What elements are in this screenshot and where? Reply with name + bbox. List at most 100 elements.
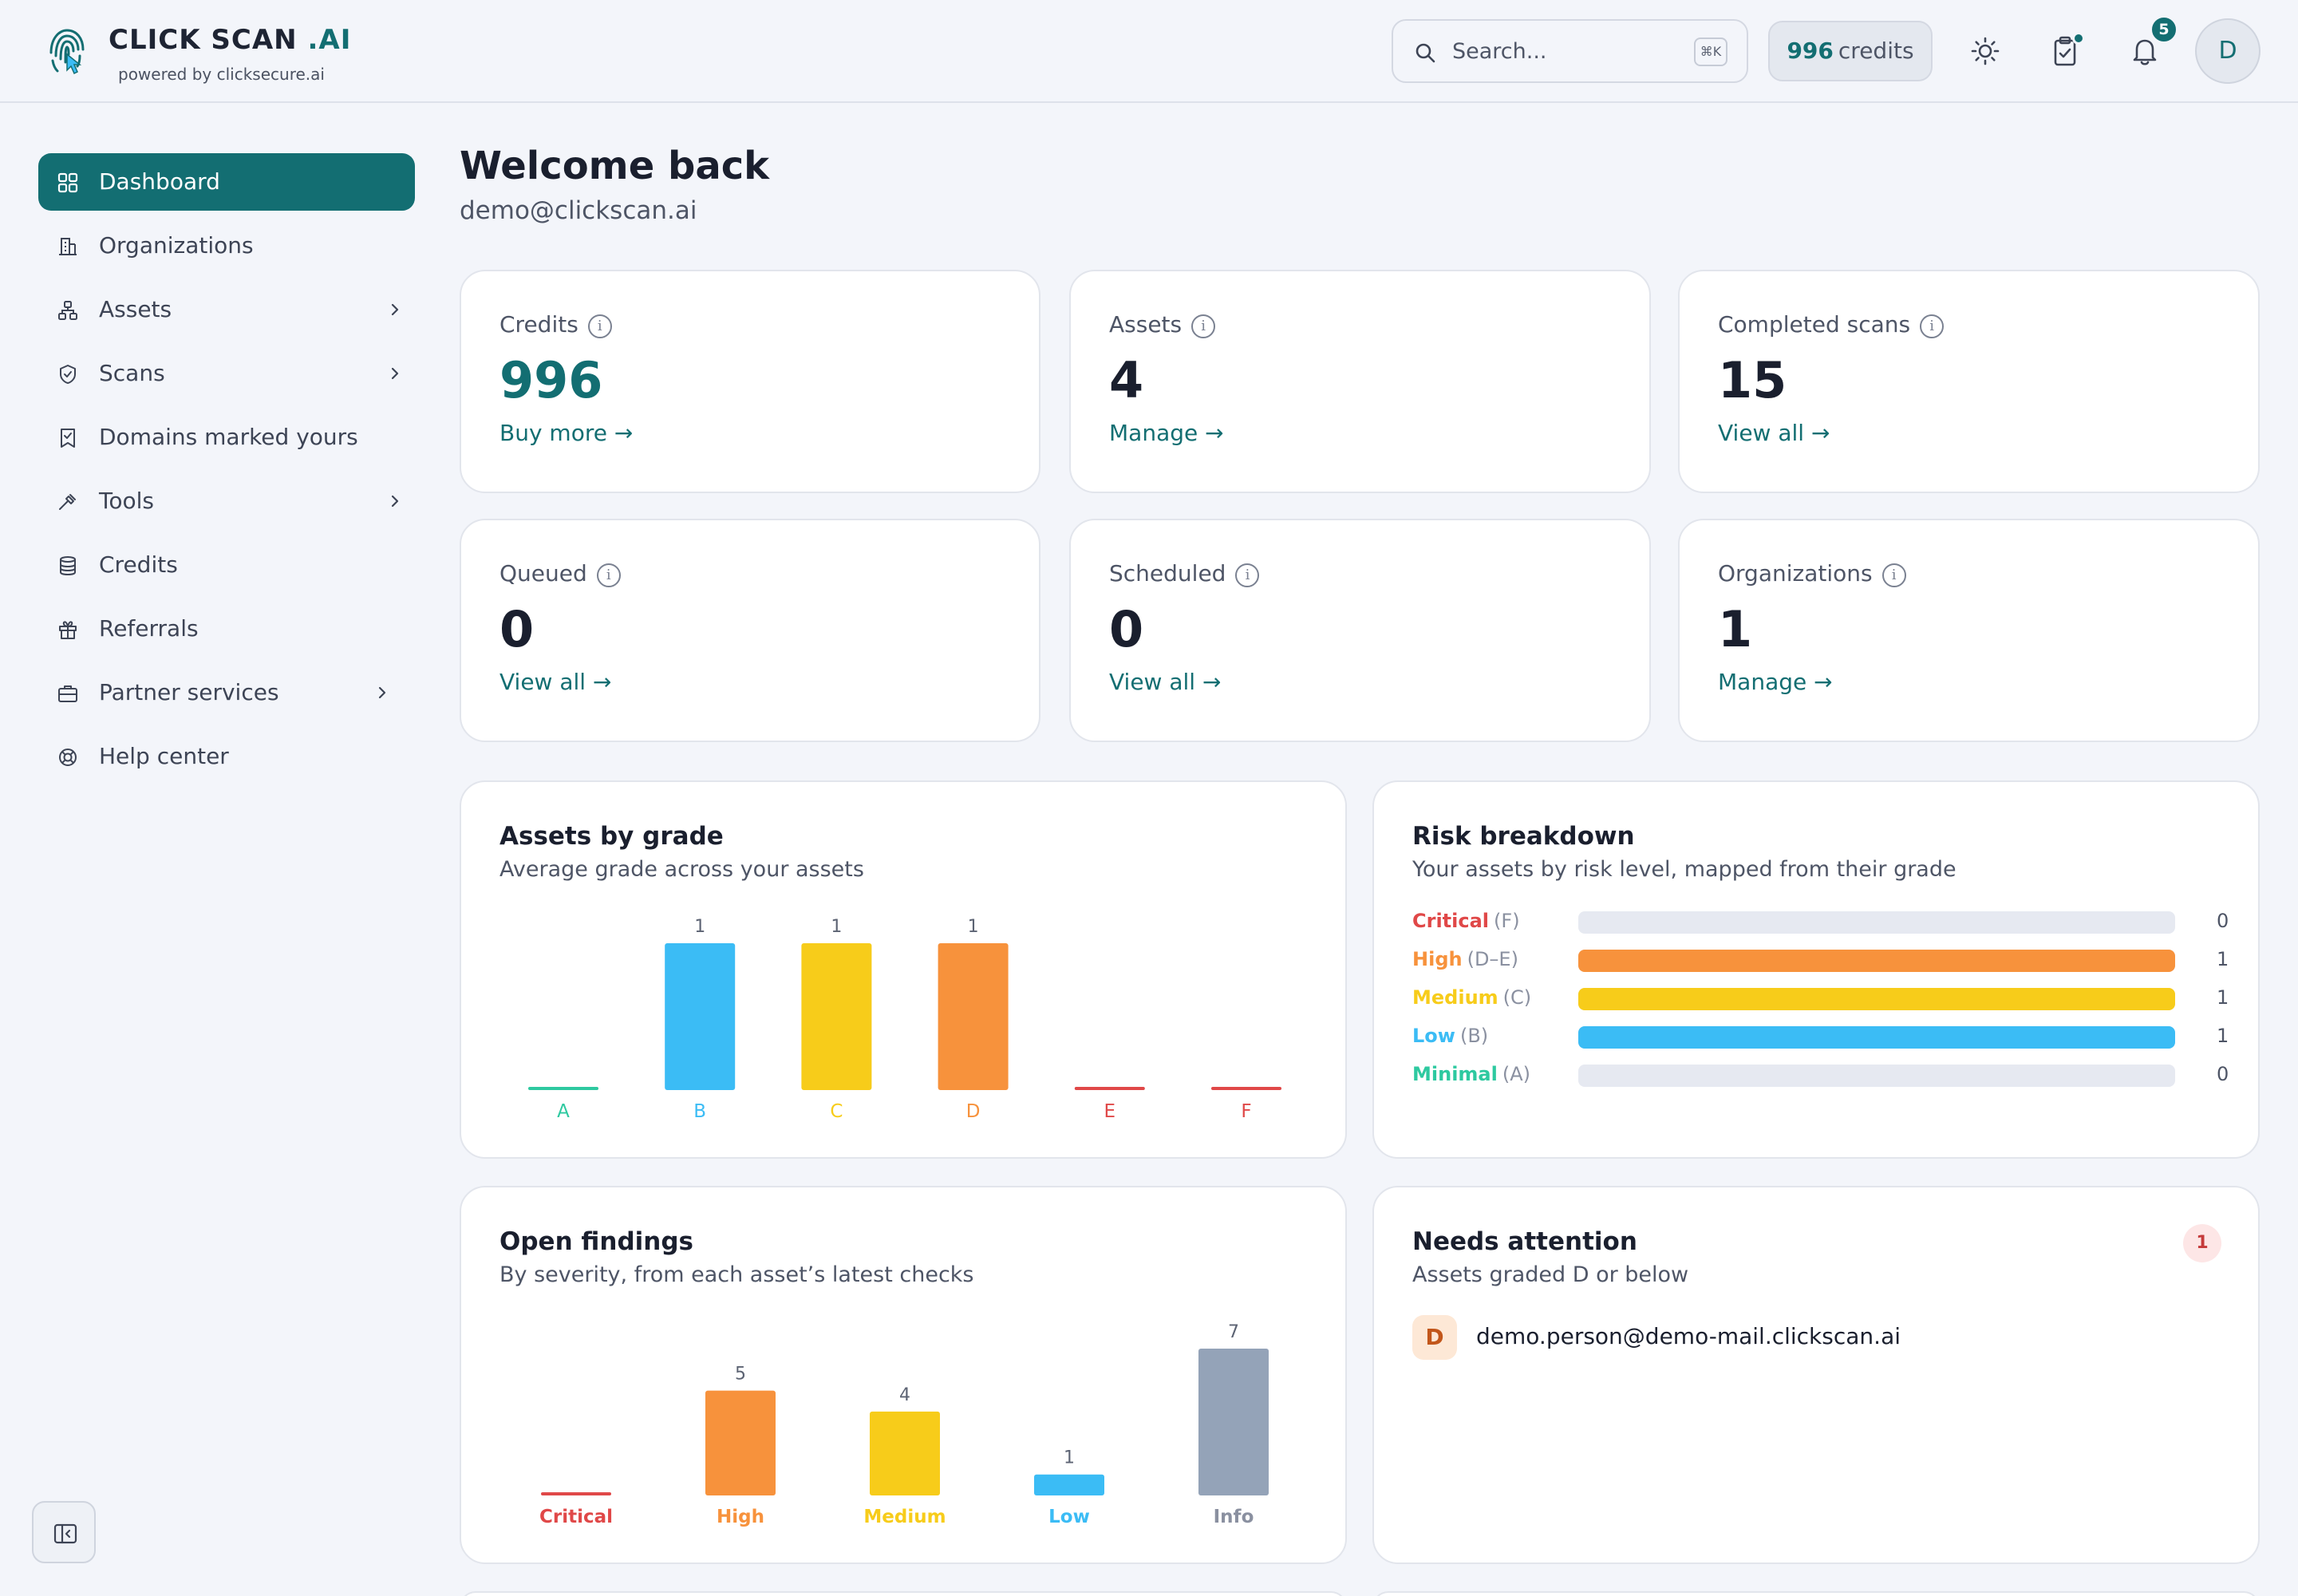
risk-grade-range: (A) xyxy=(1502,1063,1531,1085)
stat-value: 15 xyxy=(1718,351,1787,409)
clipboard-check-icon[interactable] xyxy=(2046,32,2084,70)
sidebar-item-organizations[interactable]: Organizations xyxy=(38,217,415,275)
sidebar-collapse-button[interactable] xyxy=(32,1501,96,1563)
info-icon[interactable]: i xyxy=(596,563,621,587)
chart-value-label: 7 xyxy=(1228,1322,1239,1342)
sidebar-item-label: Dashboard xyxy=(99,168,220,195)
brand-title[interactable]: CLICK SCAN .AI xyxy=(109,24,352,56)
search-box[interactable]: Search... ⌘K xyxy=(1392,19,1748,83)
credits-pill[interactable]: 996 credits xyxy=(1768,21,1933,81)
bell-icon[interactable] xyxy=(2126,32,2164,70)
risk-bar-track xyxy=(1578,950,2175,972)
stat-value: 0 xyxy=(1109,600,1144,658)
chevron-right-icon xyxy=(386,301,404,318)
risk-row-critical: Critical (F) 0 xyxy=(1412,907,2236,935)
stat-card-scheduled: Scheduled i 0 View all → xyxy=(1069,519,1651,742)
stat-label: Queued i xyxy=(499,560,621,587)
chart-tick-label: A xyxy=(557,1101,570,1122)
chart-tick-label: D xyxy=(966,1101,981,1122)
sidebar-item-label: Tools xyxy=(99,488,154,514)
view-queued-link[interactable]: View all → xyxy=(499,669,612,695)
sidebar-item-label: Referrals xyxy=(99,615,199,642)
view-scheduled-link[interactable]: View all → xyxy=(1109,669,1222,695)
credits-pill-value: 996 xyxy=(1787,38,1834,64)
panel-subtitle: Your assets by risk level, mapped from t… xyxy=(1412,857,1956,882)
stat-label: Assets i xyxy=(1109,311,1216,338)
brand-title-suffix: .AI xyxy=(307,24,352,56)
stat-value: 0 xyxy=(499,600,535,658)
chart-bar-f[interactable] xyxy=(1211,1087,1281,1090)
sidebar-item-referrals[interactable]: Referrals xyxy=(38,600,415,658)
chevron-right-icon xyxy=(386,492,404,510)
sidebar-item-scans[interactable]: Scans xyxy=(38,345,415,402)
sidebar-item-assets[interactable]: Assets xyxy=(38,281,415,338)
sidebar-item-dashboard[interactable]: Dashboard xyxy=(38,153,415,211)
hammer-icon xyxy=(57,492,78,512)
sidebar-item-domains-marked-yours[interactable]: Domains marked yours xyxy=(38,409,415,466)
risk-grade-range: (B) xyxy=(1459,1025,1489,1047)
brand-subtitle: powered by clicksecure.ai xyxy=(118,65,325,84)
sidebar-item-label: Help center xyxy=(99,743,229,769)
chart-value-label: 5 xyxy=(735,1365,746,1385)
stat-label: Completed scans i xyxy=(1718,311,1945,338)
chart-value-label: 4 xyxy=(899,1385,910,1405)
manage-organizations-link[interactable]: Manage → xyxy=(1718,669,1833,695)
stat-label: Credits i xyxy=(499,311,612,338)
chart-bar-d[interactable] xyxy=(938,943,1009,1090)
chart-bar-c[interactable] xyxy=(801,943,872,1090)
buy-more-link[interactable]: Buy more → xyxy=(499,420,634,446)
chart-bar-low[interactable] xyxy=(1034,1474,1104,1495)
chart-tick-label: Medium xyxy=(863,1507,946,1527)
risk-level-name: Low xyxy=(1412,1025,1455,1047)
next-card-right xyxy=(1372,1591,2260,1596)
info-icon[interactable]: i xyxy=(1191,314,1216,338)
risk-level-name: Medium xyxy=(1412,986,1498,1009)
chevron-right-icon xyxy=(386,365,404,382)
risk-row-high: High (D–E) 1 xyxy=(1412,945,2236,974)
fingerprint-logo-icon[interactable] xyxy=(45,24,89,77)
chart-bar-medium[interactable] xyxy=(870,1411,940,1495)
sidebar-item-label: Domains marked yours xyxy=(99,424,358,450)
theme-toggle-sun-icon[interactable] xyxy=(1966,32,2004,70)
building-icon xyxy=(57,236,78,257)
sidebar-item-label: Scans xyxy=(99,360,165,386)
needs-attention-count-badge: 1 xyxy=(2183,1224,2221,1262)
chart-bar-high[interactable] xyxy=(705,1390,776,1495)
credits-pill-label: credits xyxy=(1838,38,1914,64)
stat-label: Organizations i xyxy=(1718,560,1906,587)
risk-row-medium: Medium (C) 1 xyxy=(1412,983,2236,1012)
chart-value-label: 1 xyxy=(1064,1448,1075,1468)
sidebar-item-credits[interactable]: Credits xyxy=(38,536,415,594)
manage-assets-link[interactable]: Manage → xyxy=(1109,420,1224,446)
sidebar-item-label: Credits xyxy=(99,551,178,578)
info-icon[interactable]: i xyxy=(1881,563,1906,587)
panel-title: Risk breakdown xyxy=(1412,822,1635,851)
user-avatar[interactable]: D xyxy=(2195,18,2260,84)
next-card-left xyxy=(460,1591,1347,1596)
chart-bar-b[interactable] xyxy=(665,943,736,1090)
panel-title: Open findings xyxy=(499,1227,694,1256)
stat-value: 1 xyxy=(1718,600,1753,658)
chart-bar-info[interactable] xyxy=(1198,1349,1269,1495)
chart-bar-e[interactable] xyxy=(1074,1087,1145,1090)
risk-row-minimal: Minimal (A) 0 xyxy=(1412,1060,2236,1088)
chart-value-label: 1 xyxy=(831,917,842,937)
chart-value-label: 1 xyxy=(968,917,979,937)
open-findings-card: Open findings By severity, from each ass… xyxy=(460,1186,1347,1564)
view-completed-scans-link[interactable]: View all → xyxy=(1718,420,1830,446)
chart-bar-a[interactable] xyxy=(528,1087,598,1090)
chart-bar-critical[interactable] xyxy=(541,1492,611,1495)
sidebar-item-tools[interactable]: Tools xyxy=(38,472,415,530)
risk-label: Critical (F) xyxy=(1412,910,1520,932)
gift-icon xyxy=(57,619,78,640)
needs-attention-item[interactable]: D demo.person@demo-mail.clickscan.ai xyxy=(1412,1315,2210,1363)
info-icon[interactable]: i xyxy=(1235,563,1260,587)
sidebar-item-partner-services[interactable]: Partner services xyxy=(38,664,415,721)
sidebar-item-help-center[interactable]: Help center xyxy=(38,728,415,785)
info-icon[interactable]: i xyxy=(1920,314,1945,338)
top-header: CLICK SCAN .AI powered by clicksecure.ai… xyxy=(0,0,2298,103)
user-email: demo@clickscan.ai xyxy=(460,196,697,225)
assets-by-grade-card: Assets by grade Average grade across you… xyxy=(460,780,1347,1159)
assets-by-grade-chart: A 1 B 1 C 1 D E F xyxy=(528,917,1281,1122)
info-icon[interactable]: i xyxy=(587,314,612,338)
